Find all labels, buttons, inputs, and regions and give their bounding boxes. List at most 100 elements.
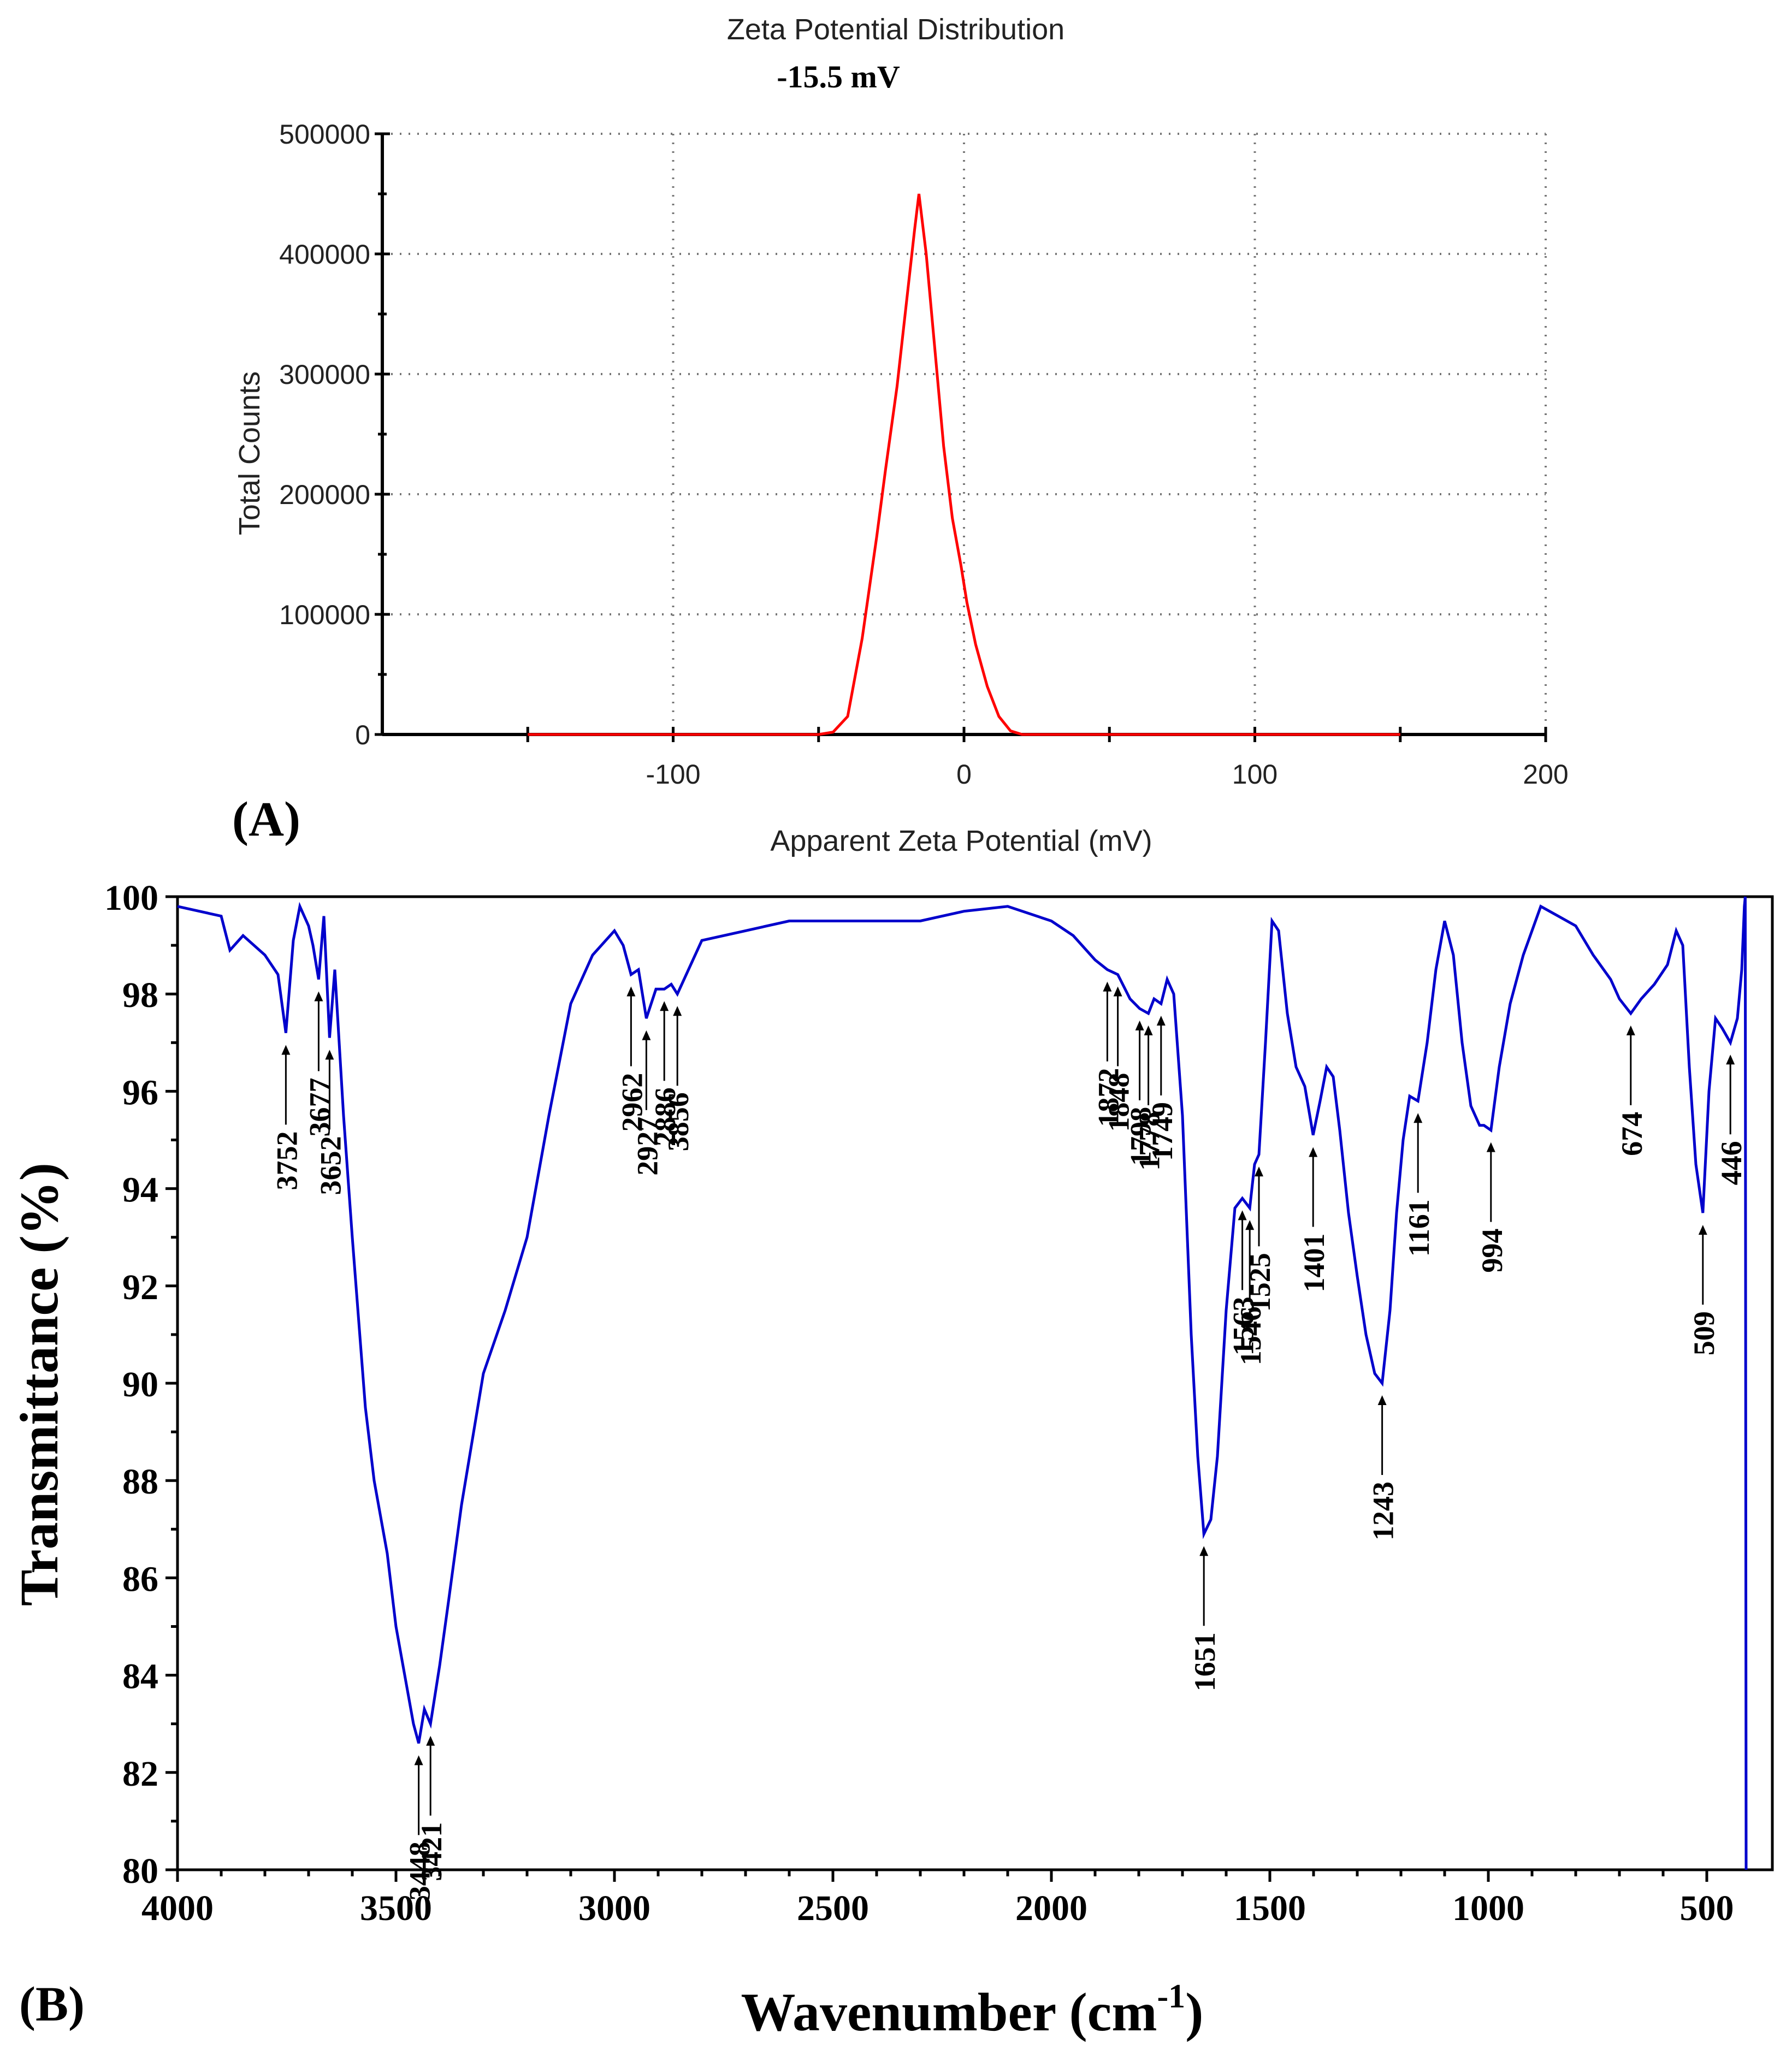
panel-a-label: (A)	[232, 792, 300, 846]
ftir-y-tick-label: 92	[122, 1267, 158, 1307]
ftir-peak-annotation: 1798	[1125, 1020, 1157, 1166]
ftir-x-axis-label-superscript: -1	[1157, 1978, 1186, 2015]
ftir-peak-annotation: 1778	[1133, 1025, 1166, 1171]
ftir-y-axis-label: Transmittance (%)	[9, 1163, 69, 1606]
ftir-peak-label: 1778	[1133, 1112, 1166, 1171]
ftir-x-axis-label-main: Wavenumber (cm	[741, 1982, 1157, 2042]
ftir-x-tick-label: 1000	[1452, 1888, 1524, 1928]
ftir-y-tick-label: 100	[104, 878, 158, 918]
ftir-peak-label: 1525	[1244, 1253, 1276, 1312]
ftir-x-axis-label: Wavenumber (cm-1)	[741, 1978, 1204, 2042]
peak-arrowhead	[314, 991, 323, 1002]
ftir-peak-label: 3752	[270, 1131, 303, 1190]
ftir-peak-annotation: 3677	[303, 991, 336, 1136]
ftir-peak-annotation: 1651	[1188, 1546, 1221, 1691]
peak-arrowhead	[1113, 986, 1122, 997]
ftir-y-tick-label: 94	[122, 1170, 158, 1210]
peak-arrowhead	[1245, 1220, 1255, 1230]
ftir-y-tick-label: 82	[122, 1754, 158, 1794]
zeta-distribution-line	[528, 193, 1400, 736]
ftir-peak-annotation: 1525	[1244, 1166, 1276, 1312]
ftir-peak-annotation: 1161	[1403, 1113, 1435, 1257]
ftir-x-tick-label: 2000	[1015, 1888, 1087, 1928]
ftir-peak-annotation: 2886	[649, 1001, 682, 1146]
peak-arrowhead	[642, 1030, 651, 1040]
zeta-y-tick-label: 400000	[279, 239, 370, 270]
ftir-peak-label: 1798	[1125, 1107, 1157, 1166]
ftir-peak-annotation: 994	[1476, 1142, 1509, 1273]
ftir-peak-annotation: 446	[1715, 1054, 1748, 1185]
ftir-peak-annotation: 509	[1688, 1225, 1720, 1355]
ftir-peak-label: 1243	[1367, 1482, 1400, 1541]
peak-arrowhead	[1726, 1054, 1735, 1065]
zeta-y-tick-label: 100000	[279, 600, 370, 630]
ftir-peak-label: 509	[1688, 1311, 1720, 1355]
ftir-x-tick-label: 3500	[360, 1888, 432, 1928]
zeta-grid	[382, 133, 1547, 734]
peak-arrowhead	[1156, 1016, 1166, 1026]
ftir-y-tick-label: 80	[122, 1851, 158, 1891]
ftir-panel: 80 82 84 86 88 90 92 94 96 98 100 4000 3500 3000 2500 2…	[9, 878, 1774, 2042]
peak-arrowhead	[1255, 1166, 1263, 1177]
ftir-peak-label: 3677	[303, 1077, 336, 1136]
zeta-y-tick-label: 0	[355, 720, 370, 750]
zeta-x-axis-label: Apparent Zeta Potential (mV)	[770, 825, 1152, 857]
peak-arrowhead	[281, 1045, 291, 1055]
peak-arrowhead	[1103, 981, 1112, 992]
ftir-y-tick-label: 96	[122, 1073, 158, 1112]
ftir-peak-label: 2886	[649, 1087, 682, 1146]
ftir-peak-label: 1872	[1092, 1068, 1125, 1127]
ftir-peak-label: 3652	[314, 1136, 347, 1195]
peak-arrowhead	[414, 1755, 423, 1765]
ftir-peak-annotation: 674	[1616, 1025, 1648, 1156]
peak-arrowhead	[626, 986, 636, 997]
ftir-peak-annotation: 3752	[270, 1045, 303, 1190]
zeta-tick-labels: 0 100000 200000 300000 400000 500000 -100 0 100 2…	[279, 119, 1569, 790]
ftir-peak-annotation: 3448	[404, 1755, 436, 1900]
peak-arrowhead	[1199, 1546, 1209, 1556]
ftir-peak-label: 674	[1616, 1112, 1648, 1156]
ftir-peak-label: 1401	[1298, 1234, 1330, 1293]
zeta-x-tick-label: 0	[956, 759, 972, 790]
ftir-peak-label: 1651	[1188, 1632, 1221, 1691]
ftir-x-tick-label: 500	[1680, 1888, 1734, 1928]
ftir-peak-annotation: 1563	[1227, 1210, 1260, 1355]
ftir-peak-label: 2927	[631, 1117, 664, 1176]
ftir-peak-label: 1749	[1146, 1102, 1179, 1161]
zeta-x-tick-label: -100	[646, 759, 700, 790]
ftir-peak-annotation: 1546	[1234, 1220, 1267, 1365]
peak-arrowhead	[1626, 1025, 1635, 1035]
zeta-chart-title: Zeta Potential Distribution	[727, 13, 1064, 46]
ftir-peak-label: 1848	[1103, 1073, 1135, 1132]
zeta-y-tick-label: 300000	[279, 359, 370, 390]
ftir-y-tick-label: 88	[122, 1462, 158, 1502]
ftir-peak-annotation: 2927	[631, 1030, 664, 1176]
ftir-peak-label: 1563	[1227, 1296, 1260, 1355]
ftir-peak-label: 3448	[404, 1841, 436, 1900]
ftir-peak-annotation: 1749	[1146, 1016, 1179, 1161]
ftir-x-axis-label-close: )	[1185, 1982, 1203, 2042]
ftir-x-tick-label: 3000	[578, 1888, 650, 1928]
ftir-peak-label: 3421	[415, 1822, 448, 1881]
ftir-peak-annotation: 3421	[415, 1735, 448, 1881]
panel-b-label: (B)	[19, 1977, 85, 2031]
ftir-peak-annotation: 2962	[616, 986, 648, 1132]
peak-arrowhead	[325, 1050, 334, 1060]
ftir-peak-label: 3856	[662, 1092, 695, 1151]
zeta-y-tick-label: 200000	[279, 479, 370, 510]
peak-arrowhead	[1309, 1147, 1318, 1157]
peak-arrowhead	[1414, 1113, 1423, 1123]
ftir-y-tick-label: 90	[122, 1365, 158, 1405]
peak-arrowhead	[1486, 1142, 1495, 1152]
zeta-y-axis-label: Total Counts	[233, 371, 266, 535]
zeta-x-tick-label: 100	[1232, 759, 1278, 790]
ftir-y-tick-label: 84	[122, 1657, 158, 1697]
ftir-peak-annotation: 1848	[1103, 986, 1135, 1132]
ftir-peak-annotation: 1401	[1298, 1147, 1330, 1293]
ftir-peak-label: 1161	[1403, 1199, 1435, 1257]
ftir-peak-label: 446	[1715, 1141, 1748, 1185]
ftir-tick-labels: 80 82 84 86 88 90 92 94 96 98 100 4000 3500 3000 2500 2…	[104, 878, 1734, 1928]
ftir-peak-label: 2962	[616, 1073, 648, 1132]
